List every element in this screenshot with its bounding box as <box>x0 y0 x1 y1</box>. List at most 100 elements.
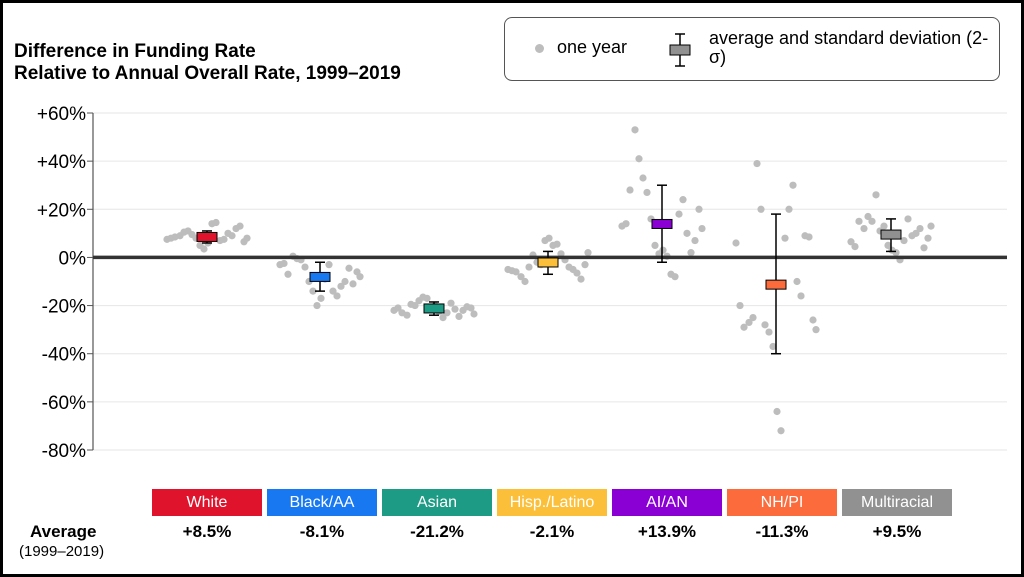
data-point <box>916 224 924 233</box>
data-point <box>553 240 561 248</box>
average-box <box>880 229 902 240</box>
data-point <box>635 155 643 163</box>
legend-box-swatch <box>669 33 691 67</box>
data-point <box>880 222 888 230</box>
data-point <box>900 236 908 245</box>
category-label-nh-pi: NH/PI <box>727 489 837 516</box>
chart-title-line-2: Relative to Annual Overall Rate, 1999–20… <box>14 63 401 84</box>
data-point <box>212 218 220 227</box>
average-box <box>651 218 673 229</box>
data-point <box>679 196 687 204</box>
data-point <box>675 210 683 218</box>
data-point <box>651 241 659 249</box>
data-point <box>313 301 321 310</box>
y-tick-label: -60% <box>42 393 86 414</box>
data-point <box>517 273 525 281</box>
data-point <box>337 282 345 290</box>
data-point <box>773 407 781 416</box>
data-point <box>920 244 928 252</box>
data-point <box>467 304 475 312</box>
data-point <box>781 234 789 242</box>
data-point <box>745 318 753 327</box>
data-point <box>812 326 820 334</box>
data-point <box>581 261 589 269</box>
data-point <box>439 314 447 322</box>
data-point <box>557 250 565 258</box>
data-point <box>912 229 920 237</box>
data-point <box>411 301 419 310</box>
data-point <box>789 181 797 189</box>
legend-point-label: one year <box>557 37 628 57</box>
y-tick-label: -40% <box>42 345 86 366</box>
data-point <box>280 259 288 268</box>
data-point <box>683 229 691 237</box>
data-point <box>626 186 634 194</box>
legend: one year average and standard deviation … <box>504 17 1000 81</box>
data-point <box>631 126 639 134</box>
average-value-hisp-latino: -2.1% <box>529 522 575 541</box>
data-point <box>855 217 863 225</box>
data-point <box>451 305 459 313</box>
data-point <box>345 264 353 272</box>
data-point <box>573 269 581 277</box>
data-point <box>769 342 777 351</box>
data-point <box>927 222 935 230</box>
data-point <box>868 217 876 225</box>
category-label-black-aa: Black/AA <box>267 489 377 516</box>
data-point <box>749 314 757 322</box>
data-point <box>309 287 317 295</box>
average-value-white: +8.5% <box>182 522 232 541</box>
data-point <box>521 277 529 286</box>
data-point <box>236 222 244 230</box>
data-point <box>757 205 765 213</box>
data-point <box>736 301 744 310</box>
average-value-asian: -21.2% <box>410 522 464 541</box>
data-point <box>301 263 309 271</box>
data-point <box>455 312 463 321</box>
average-box <box>423 303 445 314</box>
data-point <box>243 234 251 242</box>
data-point <box>447 299 455 307</box>
data-point <box>695 205 703 213</box>
data-point <box>809 316 817 324</box>
data-point <box>851 242 859 251</box>
data-point <box>333 292 341 300</box>
data-point <box>577 275 585 283</box>
data-point <box>200 245 208 253</box>
data-point <box>698 224 706 233</box>
data-point <box>753 159 761 168</box>
data-point <box>872 191 880 199</box>
data-point <box>860 224 868 233</box>
average-box <box>765 279 787 290</box>
data-point <box>643 188 651 197</box>
data-point <box>622 220 630 228</box>
data-point <box>924 234 932 242</box>
category-label-multiracial: Multiracial <box>842 489 952 516</box>
data-point <box>403 311 411 319</box>
data-point <box>884 241 892 249</box>
data-point <box>341 277 349 286</box>
data-point <box>892 249 900 257</box>
data-point <box>732 239 740 247</box>
average-box <box>309 271 331 282</box>
data-point <box>671 273 679 281</box>
category-label-asian: Asian <box>382 489 492 516</box>
data-point <box>785 205 793 213</box>
y-tick-label: -80% <box>42 441 86 462</box>
average-value-multiracial: +9.5% <box>872 522 922 541</box>
data-point <box>512 268 520 276</box>
data-point <box>525 263 533 271</box>
y-tick-label: +20% <box>37 200 86 221</box>
data-point <box>356 273 364 281</box>
data-point <box>220 235 228 243</box>
data-point <box>904 215 912 223</box>
data-point <box>761 321 769 329</box>
data-point <box>847 238 855 246</box>
data-point <box>797 292 805 300</box>
average-box <box>196 231 218 242</box>
average-value-black-aa: -8.1% <box>299 522 345 541</box>
data-point <box>394 304 402 312</box>
average-value-nh-pi: -11.3% <box>755 522 809 541</box>
